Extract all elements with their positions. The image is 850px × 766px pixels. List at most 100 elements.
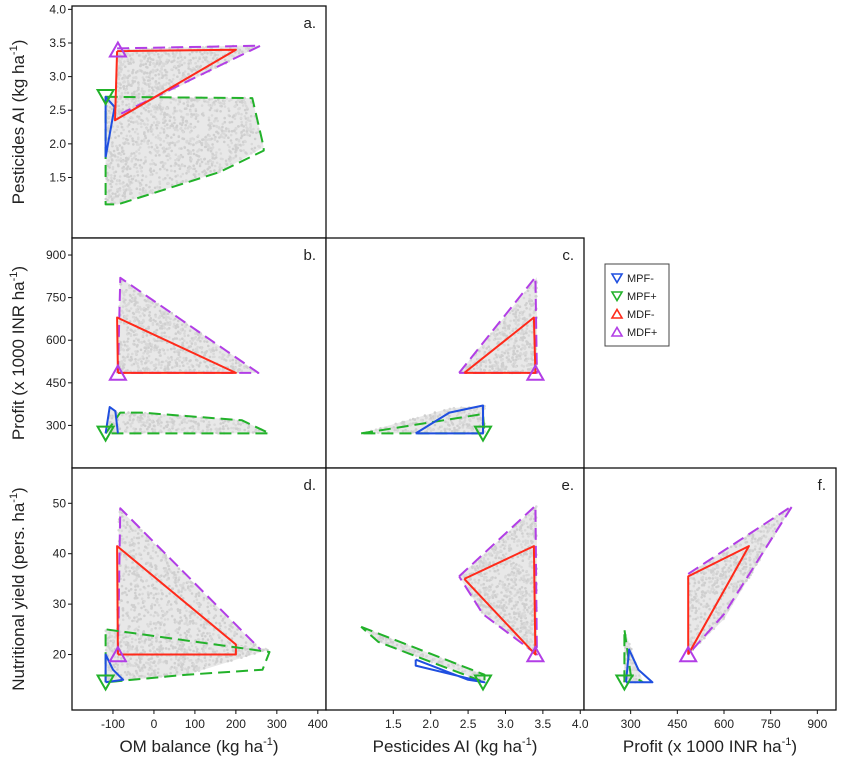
solution-point (146, 623, 149, 626)
solution-point (181, 121, 185, 124)
solution-point (215, 659, 218, 663)
solution-point (172, 322, 176, 326)
solution-point (483, 575, 486, 579)
solution-point (147, 350, 151, 354)
solution-point (149, 109, 153, 113)
solution-point (528, 293, 532, 297)
solution-point (506, 343, 510, 347)
solution-point (149, 180, 152, 183)
solution-point (138, 293, 142, 296)
solution-point (121, 150, 124, 154)
solution-point (141, 76, 145, 79)
solution-point (165, 154, 168, 158)
solution-point (124, 526, 128, 529)
solution-point (167, 632, 171, 636)
solution-point (172, 73, 176, 77)
solution-point (124, 570, 128, 573)
solution-point (122, 321, 126, 325)
solution-point (105, 177, 108, 180)
solution-point (513, 361, 517, 364)
solution-point (132, 97, 135, 101)
solution-point (110, 174, 113, 177)
solution-point (147, 584, 150, 588)
solution-point (197, 425, 200, 429)
solution-point (111, 649, 114, 653)
solution-point (129, 332, 132, 336)
solution-point (212, 352, 215, 356)
solution-point (119, 564, 122, 567)
solution-point (114, 136, 117, 139)
solution-point (149, 563, 153, 566)
solution-point (151, 323, 155, 327)
solution-point (210, 97, 214, 101)
solution-point (191, 103, 195, 106)
solution-point (198, 57, 201, 61)
solution-point (149, 173, 152, 177)
solution-point (149, 317, 153, 320)
solution-point (197, 134, 200, 137)
solution-point (487, 345, 491, 349)
solution-point (250, 152, 253, 155)
solution-point (138, 552, 141, 555)
solution-point (192, 164, 195, 167)
solution-point (200, 419, 203, 423)
solution-point (152, 121, 156, 124)
solution-point (470, 581, 474, 585)
solution-point (155, 59, 159, 63)
solution-point (110, 143, 114, 147)
solution-point (206, 605, 209, 609)
solution-point (524, 346, 527, 350)
solution-point (512, 358, 515, 362)
solution-point (137, 625, 141, 629)
solution-point (167, 82, 171, 85)
solution-point (182, 660, 186, 663)
solution-point (140, 606, 143, 610)
solution-point (154, 80, 158, 83)
solution-point (148, 649, 152, 652)
solution-point (215, 130, 219, 134)
solution-point (162, 150, 166, 153)
solution-point (508, 331, 512, 335)
solution-point (160, 126, 163, 130)
solution-point (183, 56, 187, 59)
solution-point (198, 50, 202, 54)
solution-point (232, 422, 235, 425)
solution-point (174, 576, 178, 579)
solution-point (477, 419, 480, 423)
solution-point (152, 169, 156, 172)
solution-point (128, 167, 132, 170)
solution-point (179, 594, 183, 597)
solution-point (147, 658, 150, 661)
solution-point (208, 98, 211, 101)
solution-point (152, 62, 155, 65)
solution-point (140, 424, 143, 427)
solution-point (147, 638, 151, 641)
solution-point (148, 82, 152, 85)
solution-point (121, 305, 125, 308)
solution-point (204, 646, 207, 650)
solution-point (148, 342, 152, 345)
y-tick-label: 3.5 (49, 36, 66, 50)
solution-point (152, 669, 156, 673)
solution-point (129, 423, 132, 426)
solution-point (123, 77, 126, 80)
solution-point (183, 146, 187, 149)
solution-point (204, 659, 207, 662)
solution-point (154, 592, 158, 596)
solution-point (129, 120, 133, 124)
solution-point (174, 159, 177, 162)
solution-point (186, 104, 189, 107)
solution-point (193, 368, 196, 372)
solution-point (147, 359, 150, 363)
solution-point (251, 431, 255, 434)
solution-point (118, 144, 122, 147)
solution-point (170, 149, 173, 153)
solution-point (238, 364, 241, 367)
solution-point (169, 164, 173, 168)
solution-point (175, 337, 179, 340)
solution-point (131, 298, 135, 302)
solution-point (170, 169, 173, 173)
solution-point (128, 525, 132, 528)
solution-point (180, 428, 184, 431)
solution-point (176, 649, 179, 653)
